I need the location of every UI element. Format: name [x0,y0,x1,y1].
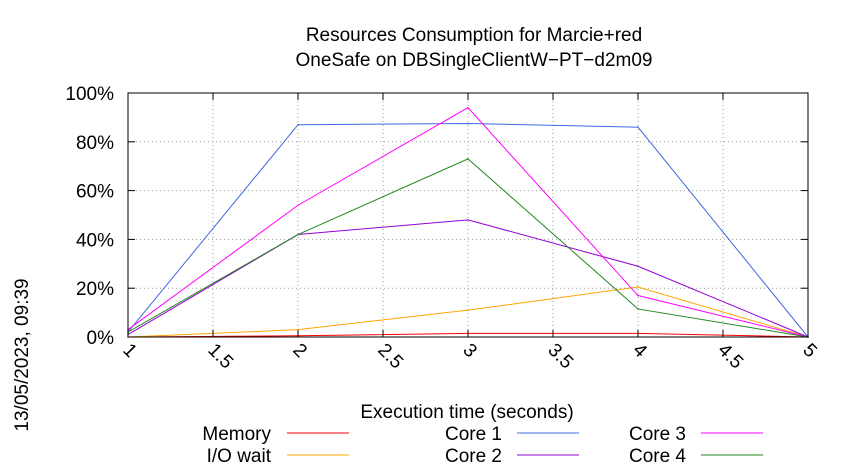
series-lines [127,106,809,338]
data-point-core-4 [467,158,469,160]
data-point-core-1 [637,126,639,128]
y-tick-label: 60% [76,182,114,203]
data-point-core-2 [637,265,639,268]
legend-label-i-o-wait: I/O wait [207,446,272,467]
data-point-core-4 [297,233,299,236]
y-tick-label: 80% [76,133,114,154]
x-tick-label: 3 [458,340,480,362]
data-point-core-3 [297,204,299,207]
axes: 0% 20% 40% 60% 80% 100% 1 1.5 2 2.5 3 3.5 4 4.5 5 [65,84,820,373]
legend-label-core-2: Core 2 [445,446,502,467]
x-tick-label: 3.5 [543,340,577,374]
legend-label-core-3: Core 3 [629,424,686,445]
x-tick-label: 1 [118,340,140,362]
data-point-i-o-wait [467,309,469,311]
timestamp: 13/05/2023, 09:39 [12,278,33,431]
x-tick-label: 5 [798,340,820,362]
y-tick-label: 20% [76,279,114,300]
data-point-core-2 [467,219,469,221]
series-line-core-1 [127,122,809,338]
data-point-core-3 [637,294,639,297]
legend-label-memory: Memory [202,424,271,445]
data-point-core-4 [637,308,639,310]
x-tick-label: 1.5 [203,340,237,374]
data-point-i-o-wait [637,286,639,288]
chart-subtitle: OneSafe on DBSingleClientW−PT−d2m09 [296,50,653,71]
x-axis-label: Execution time (seconds) [360,402,573,423]
x-tick-label: 2.5 [373,340,407,374]
x-tick-label: 4 [628,340,651,363]
x-tick-label: 4.5 [713,340,747,374]
y-tick-label: 40% [76,230,114,251]
grid [128,93,808,337]
x-tick-label: 2 [288,340,310,362]
legend-label-core-1: Core 1 [445,424,502,445]
data-point-core-3 [467,106,469,109]
y-tick-label: 100% [65,84,114,105]
legend-label-core-4: Core 4 [629,446,686,467]
data-point-core-1 [467,122,469,125]
y-tick-label: 0% [87,328,115,349]
chart-title: Resources Consumption for Marcie+red [306,25,642,46]
data-point-core-1 [297,123,299,126]
